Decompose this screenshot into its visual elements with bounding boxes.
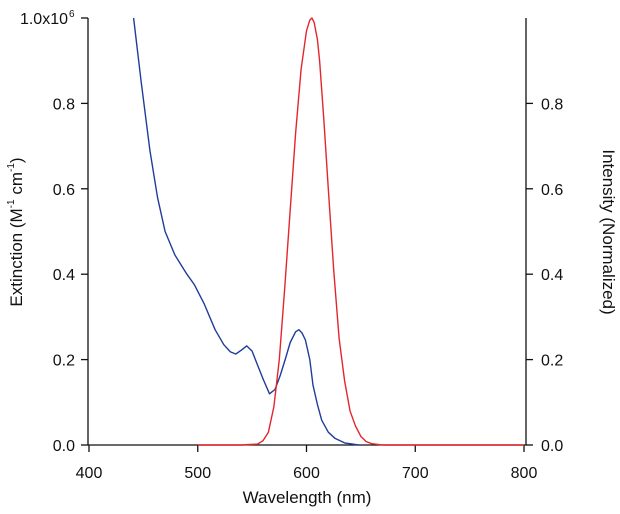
y-right-tick-label: 0.6	[541, 182, 563, 199]
series-intensity-line	[197, 17, 524, 446]
y-left-tick-label: 1.0x10	[20, 11, 68, 28]
y-right-tick-label: 0.8	[541, 96, 563, 113]
y-left-exponent: 6	[69, 9, 75, 20]
y-left-tick-label: 0.4	[53, 267, 75, 284]
x-tick-label: 800	[511, 465, 538, 482]
y-left-tick-label: 0.6	[53, 182, 75, 199]
y-right-tick-label: 0.4	[541, 267, 563, 284]
y-axis-left-label: Extinction (M-1 cm-1)	[6, 157, 26, 306]
x-tick-label: 600	[293, 465, 320, 482]
x-tick-label: 400	[76, 465, 103, 482]
y-left-tick-label: 0.8	[53, 96, 75, 113]
y-axis-right-label: Intensity (Normalized)	[599, 149, 618, 314]
x-axis-label: Wavelength (nm)	[243, 488, 372, 507]
y-left-tick-label: 0.2	[53, 353, 75, 370]
x-tick-label: 700	[402, 465, 429, 482]
y-right-tick-label: 0.0	[541, 438, 563, 455]
series-extinction-line	[132, 17, 359, 446]
y-right-tick-label: 0.2	[541, 353, 563, 370]
y-left-tick-label: 0.0	[53, 438, 75, 455]
x-tick-label: 500	[184, 465, 211, 482]
